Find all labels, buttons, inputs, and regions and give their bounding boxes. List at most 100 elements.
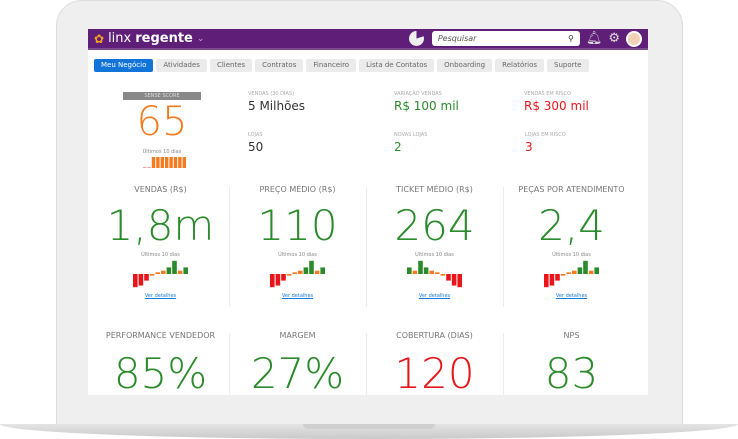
sparkline-bar bbox=[428, 270, 434, 274]
pie-chart-icon[interactable] bbox=[408, 31, 424, 46]
sparkline-bar bbox=[406, 267, 412, 274]
search-icon[interactable]: ⚲ bbox=[567, 34, 574, 43]
gear-icon[interactable]: ⚙ bbox=[608, 31, 620, 46]
sparkline-bar bbox=[280, 274, 286, 281]
tab-meu-neg-cio[interactable]: Meu Negócio bbox=[94, 59, 154, 72]
laptop-base bbox=[0, 424, 738, 439]
stat-0: VENDAS (30 DIAS) 5 Milhões bbox=[248, 91, 305, 113]
divider bbox=[503, 187, 504, 307]
sparkline-bar bbox=[154, 272, 160, 274]
chevron-down-icon[interactable]: ⌄ bbox=[196, 33, 205, 44]
kpi-card: PREÇO MÉDIO (R$) 110 Últimos 10 dias Ver… bbox=[229, 185, 366, 299]
tab-financeiro[interactable]: Financeiro bbox=[306, 59, 357, 72]
sparkline-bar bbox=[445, 274, 451, 281]
bell-icon[interactable]: 🔔︎ bbox=[585, 31, 603, 46]
sparkline-bar bbox=[303, 267, 308, 274]
sense-bar bbox=[165, 157, 169, 168]
kpi-title: PEÇAS POR ATENDIMENTO bbox=[518, 185, 625, 194]
sense-bar bbox=[173, 157, 178, 168]
sparkline-bar bbox=[177, 270, 182, 274]
view-details-link[interactable]: Ver detalhes bbox=[418, 293, 451, 299]
kpi-caption: Últimos 10 dias bbox=[415, 252, 454, 258]
sparkline-bar bbox=[314, 270, 319, 274]
stat-2: VENDAS EM RISCO R$ 300 mil bbox=[524, 91, 589, 113]
kpi-value: 120 bbox=[394, 349, 475, 396]
sparkline-bar bbox=[269, 274, 275, 288]
sparkline-bar bbox=[138, 274, 143, 286]
sparkline-bar bbox=[171, 260, 177, 274]
stat-value: R$ 300 mil bbox=[524, 99, 589, 113]
sense-bar bbox=[151, 157, 156, 168]
tab-lista-de-contatos[interactable]: Lista de Contatos bbox=[359, 59, 435, 72]
sparkline-bar bbox=[412, 270, 417, 274]
kpi-card: TICKET MÉDIO (R$) 264 Últimos 10 dias Ve… bbox=[366, 185, 503, 299]
kpi-card: MARGEM 27% bbox=[229, 331, 366, 395]
kpi-card: PERFORMANCE VENDEDOR 85% bbox=[92, 331, 229, 395]
kpi-card: COBERTURA (DIAS) 120 bbox=[366, 331, 503, 395]
search-input[interactable]: Pesquisar ⚲ bbox=[431, 31, 580, 46]
laptop-notch bbox=[303, 424, 435, 429]
kpi-card: PEÇAS POR ATENDIMENTO 2,4 Últimos 10 dia… bbox=[503, 185, 640, 299]
sparkline-bar bbox=[286, 274, 291, 276]
divider bbox=[229, 187, 230, 307]
kpi-value: 110 bbox=[257, 201, 338, 250]
sparkline-bar bbox=[423, 267, 428, 274]
kpi-value: 85% bbox=[113, 349, 208, 396]
sparkline-bar bbox=[319, 267, 325, 274]
kpi-title: COBERTURA (DIAS) bbox=[396, 331, 473, 340]
sense-bar bbox=[160, 157, 164, 168]
tab-relat-rios[interactable]: Relatórios bbox=[495, 59, 545, 72]
kpi-caption: Últimos 10 dias bbox=[278, 252, 317, 258]
divider bbox=[366, 333, 367, 395]
kpi-value: 2,4 bbox=[538, 201, 605, 250]
kpi-value: 83 bbox=[544, 349, 599, 396]
divider bbox=[229, 333, 230, 395]
tab-clientes[interactable]: Clientes bbox=[209, 59, 253, 72]
stat-3: LOJAS 50 bbox=[248, 132, 263, 154]
kpi-title: PREÇO MÉDIO (R$) bbox=[259, 185, 336, 194]
sense-caption: Últimos 10 dias bbox=[142, 149, 182, 155]
tab-suporte[interactable]: Suporte bbox=[547, 59, 589, 72]
kpi-value: 264 bbox=[394, 201, 475, 250]
kpi-value: 27% bbox=[250, 349, 345, 396]
sparkline-bar bbox=[451, 274, 456, 286]
avatar[interactable] bbox=[626, 30, 642, 47]
tab-contratos[interactable]: Contratos bbox=[255, 59, 304, 72]
sense-bar bbox=[169, 157, 173, 168]
top-bar: ✿ linx regente ⌄ Pesquisar ⚲ 🔔︎ ⚙ bbox=[88, 29, 648, 50]
stat-label: NOVAS LOJAS bbox=[394, 132, 428, 138]
tab-atividades[interactable]: Atividades bbox=[156, 59, 207, 72]
view-details-link[interactable]: Ver detalhes bbox=[555, 293, 588, 299]
app-logo[interactable]: ✿ linx regente ⌄ bbox=[94, 31, 204, 46]
search-placeholder: Pesquisar bbox=[437, 34, 477, 43]
sparkline-bar bbox=[543, 274, 549, 288]
sparkline-bar bbox=[577, 267, 582, 274]
stat-label: LOJAS bbox=[248, 132, 263, 138]
sparkline-bar bbox=[571, 270, 577, 274]
stat-value: 3 bbox=[525, 140, 533, 154]
sparkline-bar bbox=[291, 272, 297, 274]
sparkline-bar bbox=[560, 274, 565, 276]
sparkline-bar bbox=[434, 272, 440, 274]
stat-value: 2 bbox=[394, 140, 402, 154]
stat-1: VARIAÇÃO VENDAS R$ 100 mil bbox=[394, 91, 459, 113]
sparkline-bar bbox=[275, 274, 280, 286]
sparkline-bar bbox=[166, 267, 171, 274]
sparkline-bar bbox=[182, 267, 188, 274]
sense-score-value: 65 bbox=[136, 99, 188, 145]
stat-label: LOJAS EM RISCO bbox=[525, 132, 566, 138]
view-details-link[interactable]: Ver detalhes bbox=[281, 293, 314, 299]
stat-label: VARIAÇÃO VENDAS bbox=[394, 91, 442, 97]
sense-bar bbox=[182, 157, 186, 168]
view-details-link[interactable]: Ver detalhes bbox=[144, 293, 177, 299]
sparkline-bar bbox=[593, 267, 599, 274]
stat-5: LOJAS EM RISCO 3 bbox=[525, 132, 566, 154]
tab-onboarding[interactable]: Onboarding bbox=[437, 59, 493, 72]
sparkline-bar bbox=[565, 272, 571, 274]
stat-label: VENDAS (30 DIAS) bbox=[248, 91, 295, 97]
app-screen: ✿ linx regente ⌄ Pesquisar ⚲ 🔔︎ ⚙ Meu Ne… bbox=[88, 29, 648, 395]
kpi-title: TICKET MÉDIO (R$) bbox=[396, 185, 473, 194]
divider bbox=[503, 333, 504, 395]
stat-4: NOVAS LOJAS 2 bbox=[394, 132, 427, 154]
stat-value: R$ 100 mil bbox=[394, 99, 459, 113]
